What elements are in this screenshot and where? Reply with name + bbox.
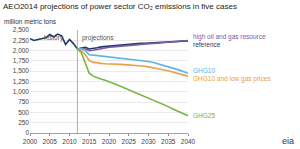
svg-text:AEO2014 projections of power s: AEO2014 projections of power sector CO₂ …	[3, 2, 237, 11]
svg-text:million metric tons: million metric tons	[4, 18, 57, 25]
svg-text:2020: 2020	[102, 138, 117, 145]
svg-text:2030: 2030	[141, 138, 156, 145]
svg-text:2,500: 2,500	[13, 26, 30, 33]
svg-text:history: history	[44, 34, 64, 42]
svg-text:1,500: 1,500	[13, 67, 30, 74]
svg-text:2,000: 2,000	[13, 47, 30, 54]
svg-text:reference: reference	[193, 41, 221, 48]
svg-text:2005: 2005	[43, 138, 58, 145]
svg-text:2010: 2010	[62, 138, 77, 145]
svg-text:750: 750	[18, 98, 29, 105]
svg-text:GHG10 and low gas prices: GHG10 and low gas prices	[193, 75, 271, 83]
svg-text:high oil and gas resource: high oil and gas resource	[193, 33, 266, 41]
svg-text:0: 0	[25, 129, 29, 136]
svg-text:GHG25: GHG25	[193, 112, 215, 119]
svg-text:2035: 2035	[161, 138, 176, 145]
svg-text:2040: 2040	[181, 138, 196, 145]
svg-text:projections: projections	[82, 34, 114, 42]
svg-text:2000: 2000	[23, 138, 38, 145]
svg-text:1,000: 1,000	[13, 88, 30, 95]
svg-text:2015: 2015	[82, 138, 97, 145]
svg-text:1,250: 1,250	[13, 78, 30, 85]
svg-text:500: 500	[18, 109, 29, 116]
svg-text:250: 250	[18, 119, 29, 126]
svg-text:2,250: 2,250	[13, 37, 30, 44]
svg-text:2025: 2025	[122, 138, 137, 145]
svg-text:GHG10: GHG10	[193, 67, 215, 74]
svg-text:eia: eia	[282, 136, 294, 146]
svg-text:1,750: 1,750	[13, 57, 30, 64]
